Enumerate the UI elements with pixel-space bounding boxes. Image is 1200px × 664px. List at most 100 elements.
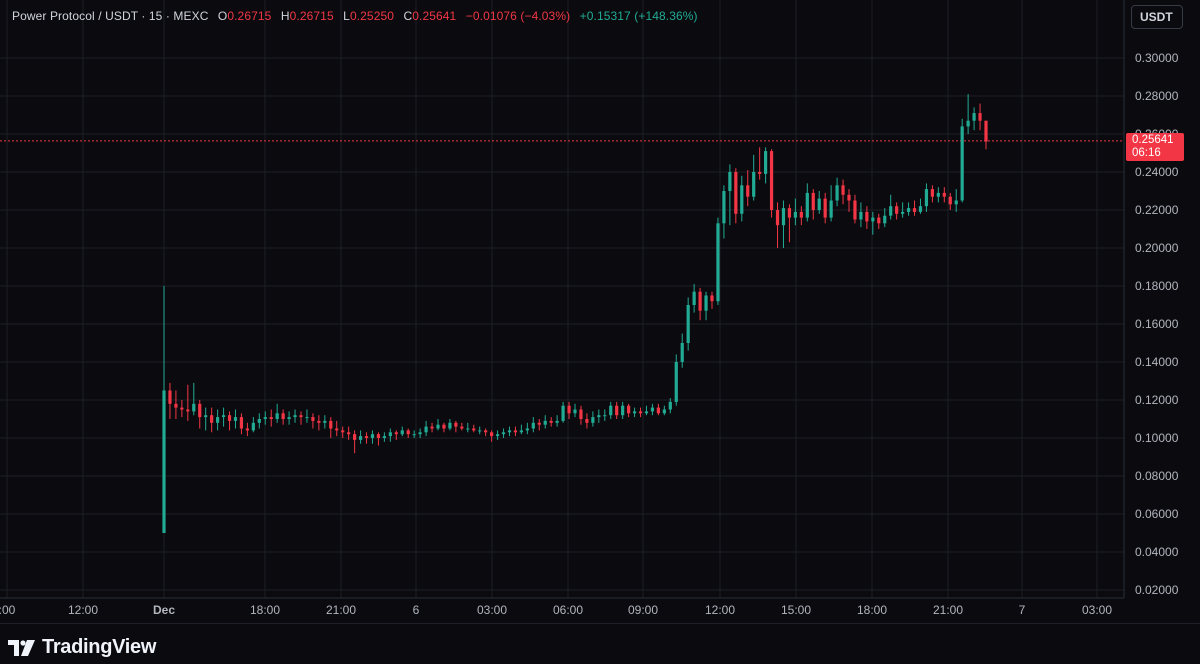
close-value: 0.25641 <box>412 9 457 23</box>
candle-body <box>466 428 470 430</box>
candle-body <box>388 432 392 437</box>
candle <box>859 202 863 228</box>
candle <box>335 420 339 437</box>
candle <box>722 185 726 239</box>
candle-body <box>555 420 559 423</box>
candle-body <box>680 343 684 362</box>
time-tick-label: Dec <box>153 603 175 617</box>
candle <box>799 206 803 226</box>
candle <box>573 403 577 418</box>
candle <box>781 200 786 248</box>
candle <box>889 194 893 220</box>
candle <box>311 413 315 429</box>
candle <box>323 415 327 429</box>
candle-body <box>954 200 958 205</box>
candle-body <box>835 185 839 201</box>
candle <box>901 202 905 218</box>
open-value: 0.26715 <box>227 9 272 23</box>
candle <box>174 390 178 419</box>
candle-body <box>877 217 881 224</box>
candle-body <box>484 430 488 433</box>
candle-body <box>603 415 607 417</box>
candle-body <box>775 210 780 226</box>
candle-body <box>924 189 929 207</box>
candle <box>549 417 553 427</box>
candle <box>537 419 541 431</box>
candle <box>680 333 684 368</box>
candle <box>305 409 309 423</box>
price-tick-label: 0.18000 <box>1135 279 1179 293</box>
candle-body <box>204 415 208 418</box>
candle-body <box>180 407 184 410</box>
candle-body <box>686 305 690 343</box>
candle-body <box>192 403 196 412</box>
time-tick-label: 18:00 <box>857 603 887 617</box>
candle <box>192 382 196 416</box>
high-label: H <box>280 9 290 23</box>
candle-body <box>376 434 381 438</box>
candle-body <box>168 390 172 404</box>
price-tick-label: 0.04000 <box>1135 545 1179 559</box>
candle <box>507 426 512 437</box>
candle <box>656 403 660 416</box>
price-tick-label: 0.16000 <box>1135 317 1179 331</box>
candle <box>603 409 607 421</box>
candle-body <box>269 417 273 419</box>
candle <box>752 154 756 201</box>
time-tick-label: 21:00 <box>933 603 963 617</box>
candle <box>436 419 440 431</box>
candle <box>871 211 875 235</box>
candle-body <box>912 208 917 212</box>
candle <box>948 192 952 210</box>
candle-body <box>436 424 440 429</box>
candle <box>621 401 625 419</box>
candle-body <box>305 417 309 419</box>
candle <box>555 415 559 427</box>
candle-body <box>478 430 482 432</box>
price-chart[interactable]: 0.300000.280000.260000.240000.220000.200… <box>0 0 1200 623</box>
time-axis: :00 12:00 Dec 18:00 21:00 6 03:00 06:00 09:00 12:… <box>0 597 1124 617</box>
candle-body <box>341 430 345 433</box>
candle <box>823 192 827 224</box>
candle-body <box>311 417 315 421</box>
candle <box>275 403 279 423</box>
candle <box>210 407 214 433</box>
candle-body <box>984 120 988 142</box>
candle <box>216 409 220 431</box>
candle-body <box>519 430 523 433</box>
price-tick-label: 0.28000 <box>1135 89 1179 103</box>
candle-body <box>644 411 649 414</box>
candle <box>698 287 702 321</box>
candle-body <box>573 409 577 414</box>
candle-body <box>221 415 226 418</box>
candle <box>281 409 285 425</box>
candle <box>924 183 929 212</box>
candle <box>430 422 434 433</box>
time-tick-label: 12:00 <box>705 603 735 617</box>
low-label: L <box>343 9 350 23</box>
candle <box>317 415 321 431</box>
candle-body <box>710 295 714 302</box>
symbol-name[interactable]: Power Protocol / USDT · 15 · MEXC <box>12 9 209 23</box>
candle-body <box>347 432 351 435</box>
candle <box>293 409 297 423</box>
candle-body <box>537 422 541 425</box>
candle-body <box>495 434 500 437</box>
candle-body <box>353 434 357 440</box>
candle-body <box>972 113 976 121</box>
candle <box>501 428 506 438</box>
candle-body <box>883 215 887 224</box>
candle <box>841 179 845 205</box>
candle-body <box>210 415 214 423</box>
currency-button[interactable]: USDT <box>1131 5 1183 29</box>
candle <box>615 401 619 419</box>
candle-body <box>668 401 672 410</box>
candle <box>758 147 762 180</box>
tradingview-logo[interactable]: TradingView <box>8 636 156 659</box>
price-tick-label: 0.30000 <box>1135 51 1179 65</box>
candle <box>251 417 255 433</box>
candle-body <box>704 295 708 311</box>
candle <box>710 291 714 309</box>
candle <box>525 422 529 435</box>
candle-body <box>370 434 375 438</box>
